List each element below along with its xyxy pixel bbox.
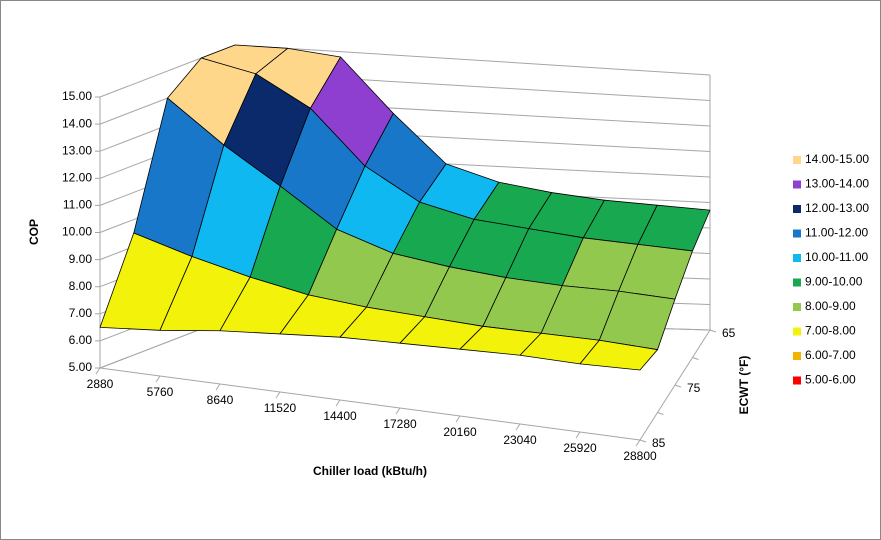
legend-swatch — [793, 254, 801, 262]
x-tick — [215, 383, 221, 391]
z-tick — [709, 329, 717, 333]
legend-label: 12.00-13.00 — [805, 201, 869, 215]
x-tick-label: 17280 — [383, 417, 417, 431]
y-tick-label: 5.00 — [69, 360, 93, 374]
y-tick-label: 8.00 — [69, 279, 93, 293]
legend-swatch — [793, 303, 801, 311]
y-tick-label: 6.00 — [69, 333, 93, 347]
legend-label: 13.00-14.00 — [805, 177, 869, 191]
grid-line — [234, 44, 711, 76]
z-tick — [674, 384, 682, 388]
x-tick-label: 14400 — [323, 409, 357, 423]
y-axis-title: COP — [27, 219, 41, 245]
x-tick — [335, 399, 341, 407]
legend-label: 8.00-9.00 — [805, 299, 856, 313]
legend-swatch — [793, 229, 801, 238]
x-tick — [395, 407, 401, 415]
x-tick — [575, 431, 581, 439]
x-tick-label: 25920 — [563, 441, 597, 455]
legend-swatch — [793, 156, 801, 164]
legend-swatch — [793, 278, 801, 287]
legend-swatch — [793, 327, 801, 336]
z-tick-label: 65 — [722, 326, 736, 340]
x-axis-title: Chiller load (kBtu/h) — [313, 464, 427, 478]
legend-swatch — [793, 376, 801, 385]
y-tick-label: 13.00 — [62, 143, 92, 157]
x-tick-label: 28800 — [623, 449, 657, 463]
x-tick-label: 8640 — [207, 393, 234, 407]
x-tick — [155, 375, 161, 383]
y-tick-label: 12.00 — [62, 170, 92, 184]
z-tick — [692, 357, 699, 360]
x-tick-label: 20160 — [443, 425, 477, 439]
z-tick — [657, 412, 664, 415]
y-tick-label: 7.00 — [69, 306, 93, 320]
x-tick — [95, 367, 101, 375]
legend-label: 11.00-12.00 — [805, 226, 868, 240]
legend-swatch — [793, 180, 801, 189]
legend-label: 6.00-7.00 — [805, 348, 856, 362]
x-tick — [515, 423, 521, 431]
legend-label: 7.00-8.00 — [805, 324, 856, 338]
legend-swatch — [793, 352, 801, 360]
y-tick-label: 11.00 — [63, 198, 92, 212]
x-tick-label: 23040 — [503, 433, 537, 447]
y-tick-label: 15.00 — [62, 89, 92, 103]
x-tick — [635, 439, 641, 447]
z-tick-label: 85 — [652, 436, 666, 450]
axis-line — [99, 367, 641, 441]
surface-cell — [579, 339, 658, 371]
y-tick-label: 10.00 — [62, 225, 92, 239]
z-axis-title: ECWT (°F) — [737, 356, 751, 415]
x-tick-label: 11520 — [264, 401, 297, 415]
z-tick — [639, 439, 647, 443]
legend-swatch — [793, 205, 801, 213]
legend-label: 10.00-11.00 — [805, 250, 868, 264]
y-tick-label: 14.00 — [62, 116, 92, 130]
y-tick-label: 9.00 — [69, 252, 93, 266]
legend-label: 9.00-10.00 — [805, 275, 863, 289]
legend-label: 14.00-15.00 — [805, 152, 869, 166]
x-tick-label: 2880 — [87, 377, 114, 391]
z-tick-label: 75 — [687, 381, 701, 395]
x-tick — [455, 415, 461, 423]
legend-label: 5.00-6.00 — [805, 373, 856, 387]
x-tick-label: 5760 — [147, 385, 174, 399]
x-tick — [275, 391, 281, 399]
